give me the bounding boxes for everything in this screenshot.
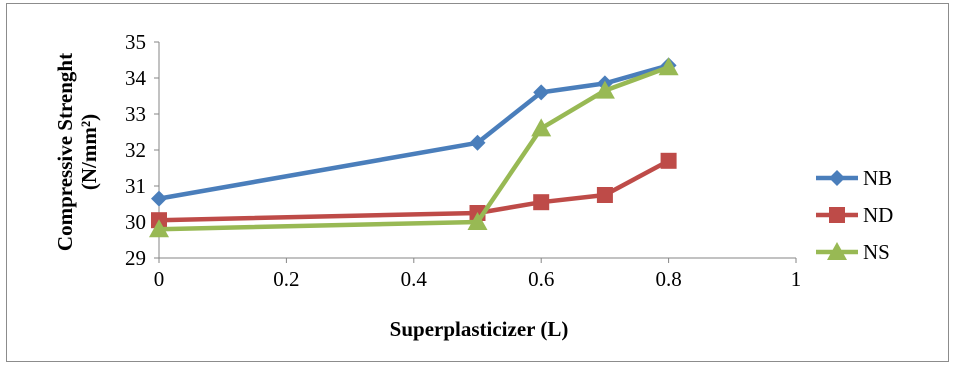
chart-frame [6,3,949,362]
legend-item-nd: ND [816,203,893,227]
data-point-nb [533,84,550,101]
data-point-nb [469,134,486,151]
series-line-nb [158,63,670,201]
y-tick-label: 35 [125,30,146,54]
x-tick-label: 0 [154,267,165,291]
axes: 29 30 31 32 33 34 35 0 0.2 0.4 0.6 0.8 1 [125,30,801,291]
y-tick-label: 29 [125,246,146,270]
series-line-ns [158,65,670,232]
x-tick-label: 0.8 [655,267,681,291]
series-line-nd [158,158,670,223]
data-point-nb [151,190,167,207]
y-axis-title-line2: (N/mm²) [77,114,101,190]
data-point-ns [531,118,552,137]
data-point-ns [467,212,488,230]
x-axis-title: Superplasticizer (L) [390,317,569,341]
legend-label-ns: NS [863,240,890,264]
y-tick-label: 30 [125,210,146,234]
data-point-nd [660,152,677,169]
y-tick-label: 34 [125,66,147,90]
data-point-ns [658,57,679,76]
data-point-nd [596,187,613,203]
data-point-nd [533,194,550,211]
x-tick-label: 0.6 [528,267,554,291]
x-tick-label: 0.4 [401,267,428,291]
series-nd [151,152,677,229]
y-axis-title-line1: Compressive Strenght [53,53,77,251]
x-tick-label: 1 [791,267,802,291]
series-layer [149,57,679,238]
data-point-ns [594,80,615,99]
legend-marker-nd [829,207,845,223]
data-point-ns [149,219,169,238]
legend-item-nb: NB [816,166,892,190]
legend: NB ND NS [816,166,893,264]
x-tick-label: 0.2 [273,267,299,291]
y-tick-label: 33 [125,102,146,126]
y-tick-label: 31 [125,174,146,198]
y-tick-label: 32 [125,138,146,162]
legend-label-nd: ND [863,203,893,227]
legend-marker-ns [827,242,847,260]
legend-marker-nb [829,170,845,186]
series-ns [149,57,679,238]
series-nb [151,57,677,207]
legend-label-nb: NB [863,166,892,190]
legend-item-ns: NS [816,240,890,264]
